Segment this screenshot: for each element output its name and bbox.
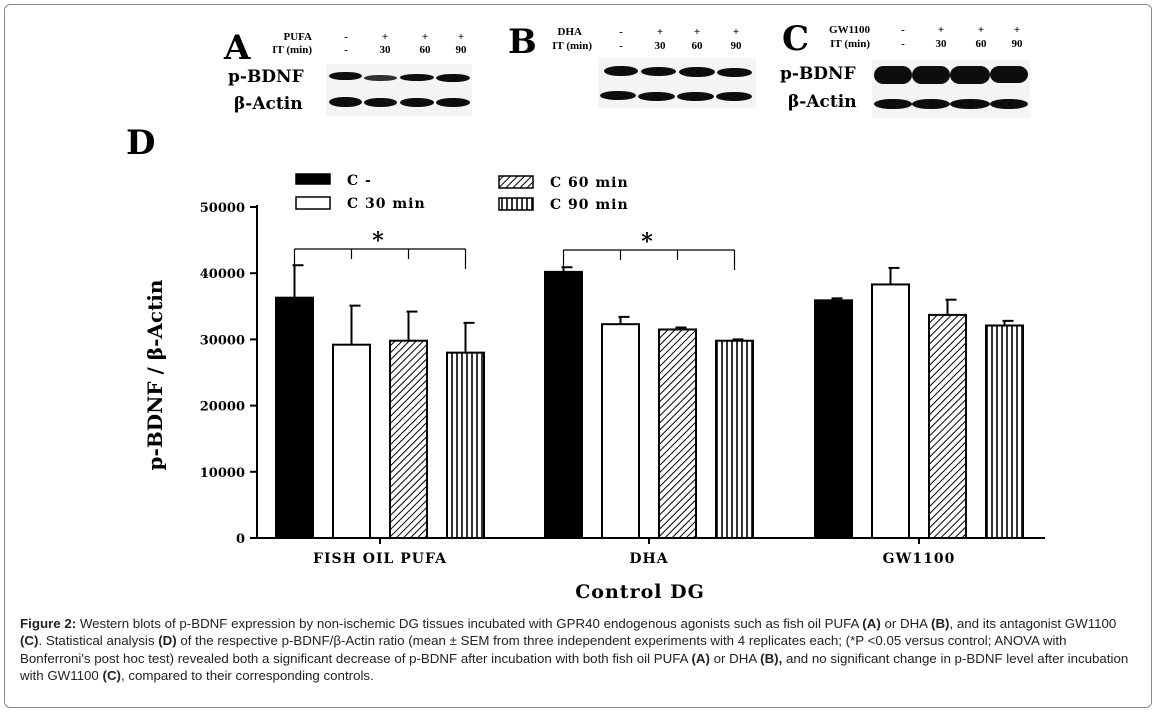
panel-a-row1-cell: + [457,31,465,43]
panel-c-row2-cell: 60 [975,38,987,50]
bar [544,270,583,539]
caption-ref: (A) [691,650,710,666]
panel-b-row1-cell: + [732,26,740,38]
panel-c-actin-label: β-Actin [788,92,857,112]
caption-text: or DHA [880,616,932,631]
legend-label: C 90 min [550,197,629,213]
panel-a-row1-label: PUFA [283,31,312,43]
panel-b-row1-label: DHA [557,26,582,38]
bar [658,328,697,539]
caption-ref: (C) [20,633,39,649]
y-tick-label: 50000 [200,201,245,216]
legend-label: C 30 min [347,196,426,212]
panel-b-row1-cell: + [693,26,701,38]
panel-a-row1-cell: - [344,31,348,43]
panel-b-row1-cell: - [619,26,623,38]
panel-b-row2-cell: 60 [691,40,703,52]
y-axis-label: p-BDNF / β-Actin [143,279,167,470]
caption-ref: (B) [931,616,950,631]
bar [715,339,754,539]
significance-marker: * [372,228,384,254]
panel-c-pbdnf-label: p-BDNF [780,64,856,84]
panel-d-letter: D [126,123,156,163]
y-tick-label: 10000 [200,466,245,481]
bar [985,324,1024,539]
caption-text: of the respective p-BDNF/β-Actin ratio (… [20,633,1067,666]
bar [332,343,371,540]
panel-b-row2-label: IT (min) [552,40,592,52]
panel-a-row2-cell: 30 [379,44,391,56]
panel-a-row1-cell: + [421,31,429,43]
panel-b-row2-cell: 30 [654,40,666,52]
panel-c-letter: C [782,19,810,59]
caption-ref: (C) [102,668,121,684]
y-tick-label: 30000 [200,333,245,348]
panel-a-row2-label: IT (min) [272,44,312,56]
caption-ref: (B), [760,650,783,666]
panel-c-western-blot [872,60,1030,118]
x-tick-label: DHA [629,551,668,567]
y-tick-label: 20000 [200,400,245,415]
significance-marker: * [641,229,653,255]
panel-a-row2-cell: - [344,44,348,56]
panel-c-row2-cell: 30 [935,38,947,50]
caption-text: and no significant change in p-BDNF leve… [20,650,1129,684]
legend-swatch [295,173,331,185]
legend-swatch [295,196,331,210]
panel-b-letter: B [508,22,537,62]
caption-text: Western blots of p-BDNF expression by no… [76,616,863,631]
legend-swatch [498,197,534,211]
panel-c-row1-cell: + [977,24,985,36]
caption-ref: (A) [862,616,881,631]
panel-a-pbdnf-label: p-BDNF [228,67,304,87]
y-tick-label: 40000 [200,267,245,282]
bar [275,296,314,539]
figure-frame [4,4,1152,708]
panel-a-letter: A [224,28,251,68]
caption-text: or DHA [709,650,761,666]
significance-brackets: * * [293,228,736,270]
panel-b-row2-cell: 90 [730,40,742,52]
bar [389,339,428,539]
panel-c-row1-cell: - [901,24,905,36]
panel-a-western-blot [326,64,472,116]
caption-text: , and its antagonist GW1100 [949,616,1117,631]
panel-a-actin-label: β-Actin [234,94,303,114]
legend-label: C 60 min [550,175,629,191]
chart-legend: C - C 30 min C 60 min C 90 min [295,173,629,213]
panel-a-row2-cell: 60 [419,44,431,56]
panel-c-row1-cell: + [937,24,945,36]
panel-a-row2-cell: 90 [455,44,467,56]
legend-swatch [498,175,534,189]
chart-bars [275,264,1024,540]
panel-c-row1-cell: + [1013,24,1021,36]
bar [814,299,853,540]
panel-c-row2-cell: - [901,38,905,50]
panel-c-row2-label: IT (min) [830,38,870,50]
x-tick-label: GW1100 [883,551,956,567]
panel-c-row1-label: GW1100 [829,24,870,36]
x-axis-label: Control DG [575,581,705,603]
bar [601,323,640,540]
caption-ref: (D) [158,633,177,649]
legend-label: C - [347,173,372,189]
bar [446,351,485,540]
bar-chart: C - C 30 min C 60 min C 90 min 0 10000 20000 3… [143,173,1045,603]
bar [871,283,910,540]
panel-b-row1-cell: + [656,26,664,38]
caption-text: . Statistical analysis [38,633,159,649]
figure-caption: Figure 2: Western blots of p-BDNF expres… [20,615,1140,685]
chart-axes: 0 10000 20000 30000 40000 50000 FISH OIL PUFA D… [200,201,1045,567]
caption-text: , compared to their corresponding contro… [121,668,374,684]
panel-b-western-blot [598,58,756,108]
y-tick-label: 0 [236,532,245,547]
panel-b-row2-cell: - [619,40,623,52]
bar [928,313,967,539]
figure-label: Figure 2: [20,616,77,631]
panel-c-row2-cell: 90 [1011,38,1023,50]
x-tick-label: FISH OIL PUFA [313,551,447,567]
panel-a-row1-cell: + [381,31,389,43]
